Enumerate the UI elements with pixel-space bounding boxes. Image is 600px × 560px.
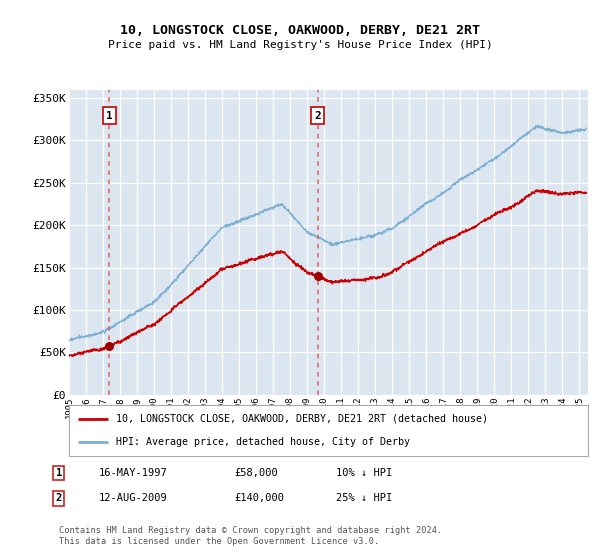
Text: 10% ↓ HPI: 10% ↓ HPI [336,468,392,478]
Text: 12-AUG-2009: 12-AUG-2009 [99,493,168,503]
Text: Price paid vs. HM Land Registry's House Price Index (HPI): Price paid vs. HM Land Registry's House … [107,40,493,50]
Text: 10, LONGSTOCK CLOSE, OAKWOOD, DERBY, DE21 2RT (detached house): 10, LONGSTOCK CLOSE, OAKWOOD, DERBY, DE2… [116,414,488,424]
Text: 2: 2 [56,493,62,503]
Text: Contains HM Land Registry data © Crown copyright and database right 2024.
This d: Contains HM Land Registry data © Crown c… [59,526,442,546]
Text: 10, LONGSTOCK CLOSE, OAKWOOD, DERBY, DE21 2RT: 10, LONGSTOCK CLOSE, OAKWOOD, DERBY, DE2… [120,24,480,36]
Text: £58,000: £58,000 [234,468,278,478]
Text: 16-MAY-1997: 16-MAY-1997 [99,468,168,478]
Text: HPI: Average price, detached house, City of Derby: HPI: Average price, detached house, City… [116,437,410,447]
Text: 1: 1 [56,468,62,478]
Text: 2: 2 [314,110,321,120]
Text: 25% ↓ HPI: 25% ↓ HPI [336,493,392,503]
Text: 1: 1 [106,110,113,120]
Text: £140,000: £140,000 [234,493,284,503]
